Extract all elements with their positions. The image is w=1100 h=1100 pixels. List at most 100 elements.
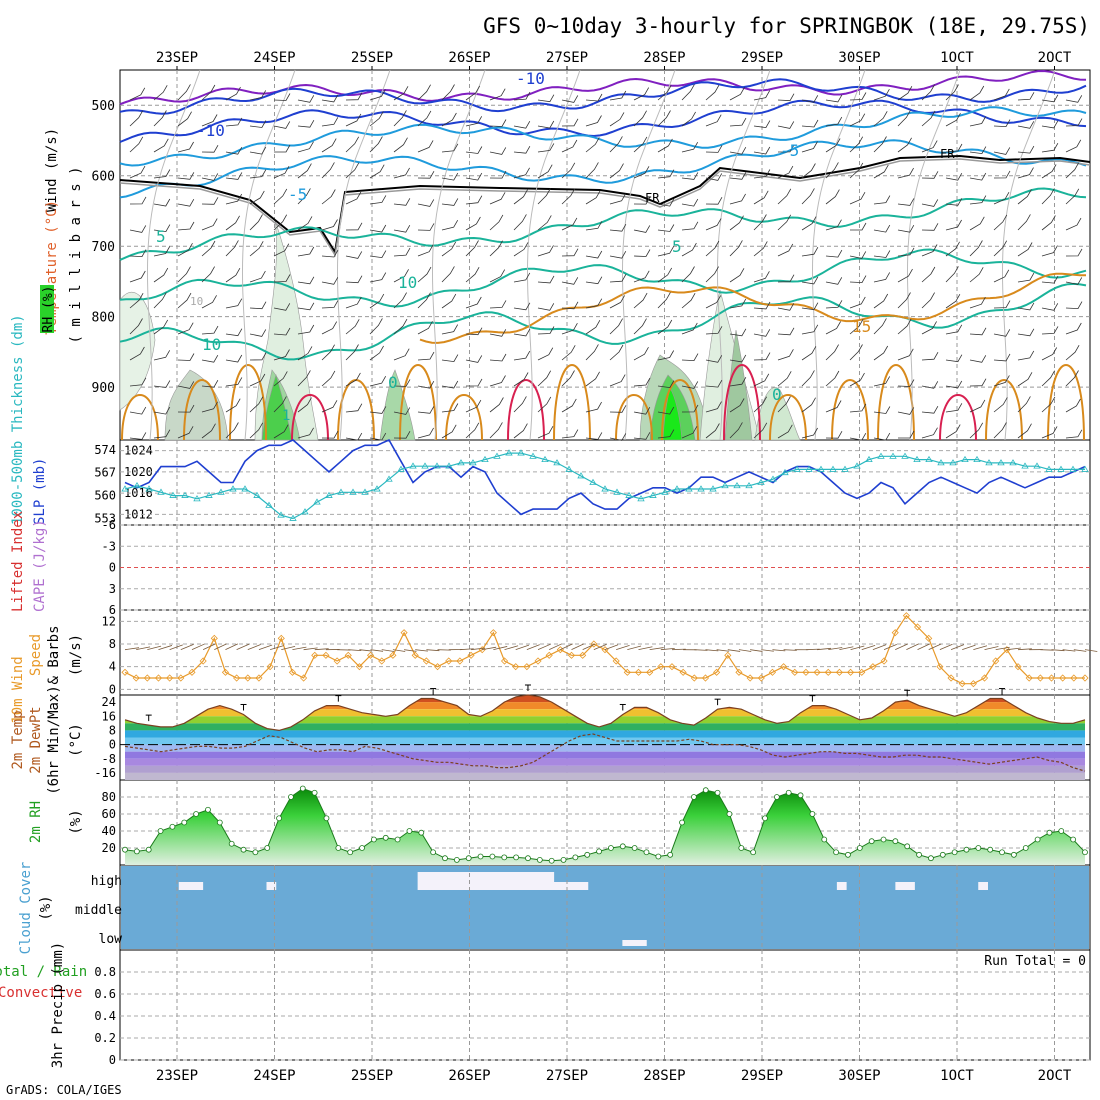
rh2m-point <box>122 846 128 853</box>
wind10-barb <box>180 644 194 651</box>
wind10-point <box>768 668 777 676</box>
wind-barb <box>850 222 867 231</box>
thickness-point <box>145 485 153 492</box>
wind-barb <box>705 240 720 257</box>
wind10-point <box>478 646 486 654</box>
wind-barb <box>993 397 1008 413</box>
rh2m-point <box>797 792 804 799</box>
temp2m-ylabel-b: 2m DewPt <box>28 706 44 773</box>
wind-barb <box>681 266 695 283</box>
wind-barb <box>561 118 579 127</box>
wind-barb <box>753 352 771 361</box>
rh2m-point <box>370 836 377 843</box>
thickness-point <box>493 452 501 459</box>
wind-barb <box>201 295 217 309</box>
wind-barb <box>609 318 623 335</box>
rh2m-point <box>205 806 211 813</box>
wind10-barb <box>839 646 854 651</box>
wind-barb <box>369 432 387 441</box>
thickness-point <box>901 452 909 459</box>
wind-barb <box>345 92 363 101</box>
wind-barb <box>633 377 651 387</box>
label-m5a: -5 <box>780 141 799 160</box>
rh2m-point <box>501 854 508 861</box>
wind-barb <box>945 294 961 309</box>
wind10-barb <box>482 646 497 651</box>
rh2m-ylabels: 2m RH (%) <box>28 801 84 843</box>
wind10-point <box>311 651 319 659</box>
wind-barb <box>369 111 384 127</box>
wind-barb <box>177 266 191 283</box>
wind-barb <box>393 137 408 153</box>
wind10-point <box>121 668 129 676</box>
wind-barb <box>465 399 482 413</box>
temp2m-ytick: 16 <box>102 709 116 723</box>
upper-ytick: 600 <box>92 170 115 185</box>
wind-barb <box>873 272 891 283</box>
wind10-barb <box>638 646 653 651</box>
wind-barb <box>225 268 241 283</box>
wind10-point <box>456 657 464 665</box>
wind-barb <box>345 344 359 361</box>
thickness-point <box>133 481 141 489</box>
wind-barb <box>609 433 627 441</box>
wind10-point <box>221 668 230 676</box>
wind-barb <box>153 380 171 388</box>
wind-barb <box>561 370 575 387</box>
wind-barb <box>441 403 459 413</box>
thickness-point <box>217 488 225 495</box>
wind-barb <box>921 84 935 101</box>
rh2m-point <box>702 787 709 794</box>
wind-barb <box>489 170 507 179</box>
temp-bands <box>125 695 1085 780</box>
wind-barb <box>705 197 723 205</box>
wind-barb <box>393 247 411 257</box>
wind-barb <box>1041 94 1059 103</box>
wind10-point <box>925 634 933 642</box>
wind-barb <box>537 396 552 413</box>
wind-barb <box>1065 322 1082 335</box>
wind-barb <box>273 349 290 361</box>
label-m10b: -10 <box>196 121 225 140</box>
thickness-point <box>1009 459 1017 466</box>
wind-barb <box>417 171 435 179</box>
wind-barb <box>873 89 890 101</box>
rh2m-point <box>892 838 899 845</box>
cloud-ylabel: Cloud Cover <box>18 862 34 955</box>
wind10-ylabels: 10m Wind Speed & Barbs (m/s) <box>10 625 84 723</box>
wind-barb <box>321 300 339 309</box>
rh2m-point <box>489 853 496 860</box>
thickness-point <box>421 462 429 469</box>
wind-barb <box>897 379 915 387</box>
wind-barb <box>753 120 771 129</box>
rh2m-point <box>619 843 626 850</box>
wind-barb <box>489 240 503 257</box>
wind10-point <box>411 651 419 659</box>
wind-barb <box>1065 345 1080 361</box>
slp-ylabel-slp: SLP (mb) <box>32 458 48 525</box>
wind10-ylabel-b: Speed <box>28 634 44 676</box>
thickness-point <box>601 485 609 492</box>
rh2m-point <box>1046 829 1053 836</box>
thickness-line <box>124 452 1085 520</box>
wind10-point <box>690 674 698 682</box>
wind-barb <box>633 196 651 205</box>
wind-barb <box>345 275 363 284</box>
thickness-point <box>445 462 453 469</box>
wind-barb <box>417 427 434 439</box>
wind-barb <box>873 136 887 153</box>
precip-ylabels: Total / Rain Convective 3hr Precip (mm) … <box>0 942 1086 1068</box>
wind-barb <box>249 120 267 128</box>
wind-barb <box>945 143 963 153</box>
cape-ytick: 0 <box>109 561 116 575</box>
wind-barb <box>489 147 507 155</box>
thickness-point <box>1045 465 1053 472</box>
wind-barb <box>873 406 891 414</box>
wind10-point <box>344 651 352 659</box>
thickness-point <box>289 514 297 521</box>
thickness-point <box>925 455 933 463</box>
cape-ytick: 6 <box>109 603 116 617</box>
rh2m-point <box>299 785 306 792</box>
date-label-top: 29SEP <box>741 50 783 66</box>
slp-ylabel-thick: 1000-500mb Thickness (dm) <box>10 314 26 525</box>
